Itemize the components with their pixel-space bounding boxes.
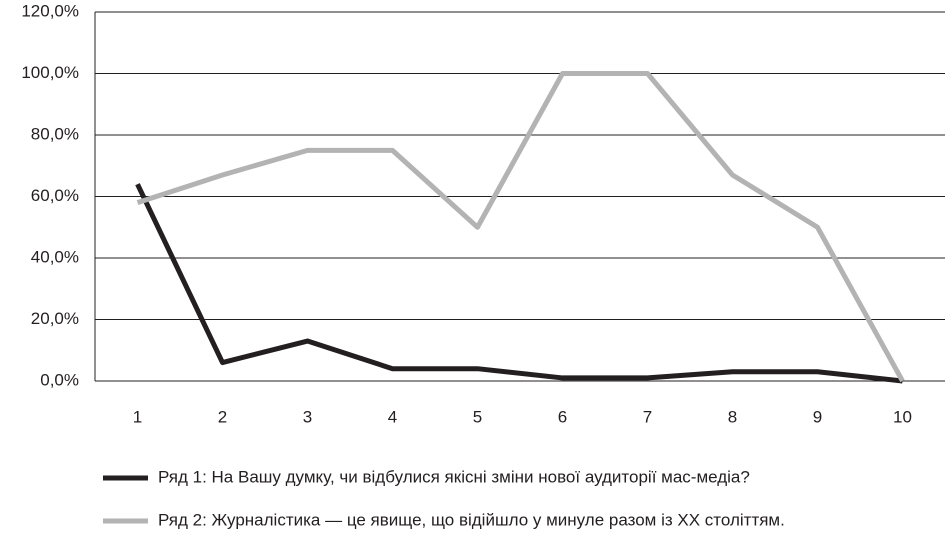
y-tick-label: 60,0% bbox=[31, 186, 79, 205]
x-tick-label: 10 bbox=[893, 407, 912, 426]
series-line bbox=[135, 183, 903, 384]
y-tick-label: 80,0% bbox=[31, 124, 79, 143]
y-tick-label: 0,0% bbox=[40, 370, 79, 389]
series-line bbox=[136, 71, 905, 383]
y-tick-label: 100,0% bbox=[21, 63, 79, 82]
x-tick-label: 8 bbox=[728, 407, 737, 426]
legend-label: Ряд 2: Журналістика — це явище, що відій… bbox=[158, 510, 785, 529]
x-tick-label: 7 bbox=[643, 407, 652, 426]
y-tick-label: 120,0% bbox=[21, 1, 79, 20]
x-tick-label: 4 bbox=[388, 407, 397, 426]
x-tick-label: 6 bbox=[558, 407, 567, 426]
x-tick-label: 5 bbox=[473, 407, 482, 426]
x-tick-label: 9 bbox=[813, 407, 822, 426]
y-tick-label: 40,0% bbox=[31, 247, 79, 266]
x-tick-label: 1 bbox=[133, 407, 142, 426]
y-tick-label: 20,0% bbox=[31, 309, 79, 328]
x-tick-label: 3 bbox=[303, 407, 312, 426]
x-tick-label: 2 bbox=[218, 407, 227, 426]
legend-label: Ряд 1: На Вашу думку, чи відбулися якісн… bbox=[158, 467, 750, 486]
